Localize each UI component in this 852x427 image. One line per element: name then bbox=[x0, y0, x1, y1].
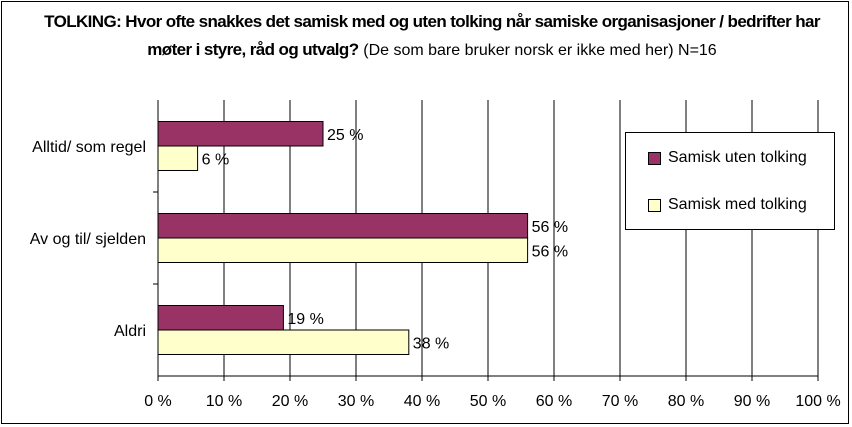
legend-label-med: Samisk med tolking bbox=[668, 196, 807, 213]
category-label: Alltid/ som regel bbox=[32, 139, 146, 156]
legend-item-uten: Samisk uten tolking bbox=[648, 149, 807, 167]
legend: Samisk uten tolking Samisk med tolking bbox=[625, 132, 835, 230]
legend-swatch-uten bbox=[648, 151, 661, 165]
data-label: 38 % bbox=[413, 335, 449, 352]
data-label: 56 % bbox=[532, 219, 568, 236]
x-tick-label: 40 % bbox=[404, 393, 440, 410]
bar bbox=[157, 237, 529, 263]
x-tick-label: 70 % bbox=[602, 393, 638, 410]
legend-item-med: Samisk med tolking bbox=[648, 196, 807, 214]
bar bbox=[157, 305, 284, 331]
data-label: 25 % bbox=[327, 127, 363, 144]
data-label: 6 % bbox=[202, 151, 230, 168]
data-label: 56 % bbox=[532, 243, 568, 260]
title-bold: TOLKING: Hvor ofte snakkes det samisk me… bbox=[44, 12, 820, 59]
x-tick-label: 50 % bbox=[470, 393, 506, 410]
x-tick-label: 80 % bbox=[668, 393, 704, 410]
x-tick-label: 20 % bbox=[272, 393, 308, 410]
bar bbox=[157, 145, 199, 171]
x-tick-label: 30 % bbox=[338, 393, 374, 410]
bar bbox=[157, 121, 324, 147]
chart-title: TOLKING: Hvor ofte snakkes det samisk me… bbox=[42, 8, 822, 65]
category-label: Av og til/ sjelden bbox=[30, 231, 146, 248]
title-normal: (De som bare bruker norsk er ikke med he… bbox=[363, 42, 717, 59]
x-tick-label: 100 % bbox=[795, 393, 840, 410]
x-tick-label: 90 % bbox=[734, 393, 770, 410]
legend-swatch-med bbox=[648, 198, 661, 212]
bar bbox=[157, 329, 410, 355]
category-label: Aldri bbox=[114, 323, 146, 340]
x-tick-label: 0 % bbox=[144, 393, 172, 410]
bar bbox=[157, 213, 529, 239]
legend-label-uten: Samisk uten tolking bbox=[668, 149, 807, 166]
x-tick-label: 60 % bbox=[536, 393, 572, 410]
data-label: 19 % bbox=[287, 311, 323, 328]
x-tick-label: 10 % bbox=[206, 393, 242, 410]
